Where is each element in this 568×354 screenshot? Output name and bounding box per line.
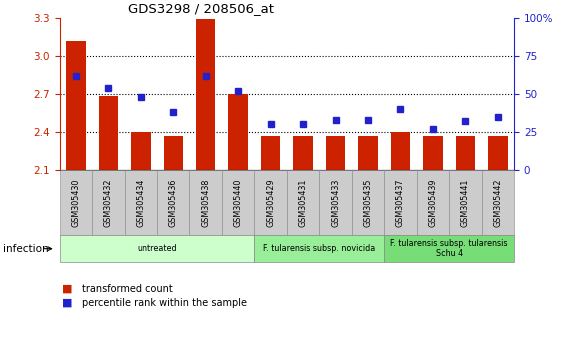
Text: GSM305441: GSM305441: [461, 178, 470, 227]
Text: GSM305430: GSM305430: [72, 178, 80, 227]
Bar: [488, 136, 508, 170]
Text: transformed count: transformed count: [82, 284, 173, 293]
Text: GSM305429: GSM305429: [266, 178, 275, 227]
Bar: [358, 136, 378, 170]
Bar: [131, 132, 151, 170]
Text: GSM305431: GSM305431: [299, 178, 307, 227]
Text: ■: ■: [62, 284, 73, 293]
Bar: [326, 136, 345, 170]
Text: percentile rank within the sample: percentile rank within the sample: [82, 298, 247, 308]
Text: F. tularensis subsp. tularensis
Schu 4: F. tularensis subsp. tularensis Schu 4: [390, 239, 508, 258]
Text: GSM305432: GSM305432: [104, 178, 113, 227]
Text: GSM305437: GSM305437: [396, 178, 405, 227]
Bar: [228, 94, 248, 170]
Text: GSM305439: GSM305439: [428, 178, 437, 227]
Text: ■: ■: [62, 298, 73, 308]
Bar: [423, 136, 442, 170]
Text: F. tularensis subsp. novicida: F. tularensis subsp. novicida: [263, 244, 375, 253]
Text: GSM305436: GSM305436: [169, 178, 178, 227]
Text: GSM305435: GSM305435: [364, 178, 373, 227]
Text: untreated: untreated: [137, 244, 177, 253]
Text: GSM305442: GSM305442: [494, 178, 502, 227]
Text: GSM305438: GSM305438: [201, 178, 210, 227]
Bar: [99, 96, 118, 170]
Bar: [391, 132, 410, 170]
Text: GSM305433: GSM305433: [331, 178, 340, 227]
Bar: [164, 136, 183, 170]
Text: infection: infection: [3, 244, 48, 254]
Bar: [66, 40, 86, 170]
Text: GSM305440: GSM305440: [233, 178, 243, 227]
Bar: [196, 19, 215, 170]
Bar: [261, 136, 281, 170]
Text: GDS3298 / 208506_at: GDS3298 / 208506_at: [128, 2, 274, 15]
Text: GSM305434: GSM305434: [136, 178, 145, 227]
Bar: [293, 136, 313, 170]
Bar: [456, 136, 475, 170]
